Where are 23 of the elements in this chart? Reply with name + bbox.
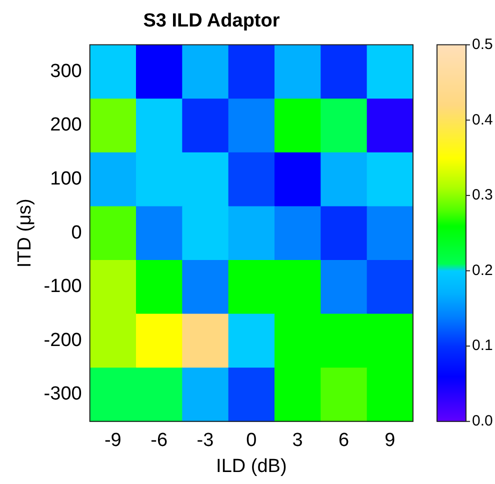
- color-bar-label: 0.5: [472, 36, 493, 53]
- color-bar-label: 0.3: [472, 186, 493, 204]
- x-tick-label: 9: [384, 430, 396, 452]
- y-tick-label: 300: [50, 60, 82, 82]
- chart-title: S3 ILD Adaptor: [143, 10, 280, 32]
- x-tick-label: -9: [104, 430, 122, 452]
- y-axis-title: ITD (μs): [14, 198, 36, 268]
- x-tick-label: 3: [292, 430, 303, 452]
- x-tick-label: -3: [196, 430, 214, 452]
- y-tick-label: 200: [50, 114, 82, 136]
- x-tick-label: 0: [246, 430, 257, 452]
- y-tick-label: -100: [44, 276, 82, 298]
- x-axis-title: ILD (dB): [216, 456, 287, 477]
- x-tick-label: 6: [338, 430, 350, 452]
- x-tick-label: -6: [150, 430, 168, 452]
- y-tick-label: -300: [44, 384, 82, 405]
- y-tick-label: 0: [71, 222, 82, 244]
- color-bar-label: 0.4: [472, 111, 493, 128]
- color-bar-label: 0.2: [472, 262, 493, 279]
- y-tick-label: -200: [44, 330, 82, 351]
- y-tick-label: 100: [50, 168, 82, 190]
- color-bar-label: 0.1: [472, 337, 493, 354]
- color-bar-label: 0.0: [472, 412, 493, 430]
